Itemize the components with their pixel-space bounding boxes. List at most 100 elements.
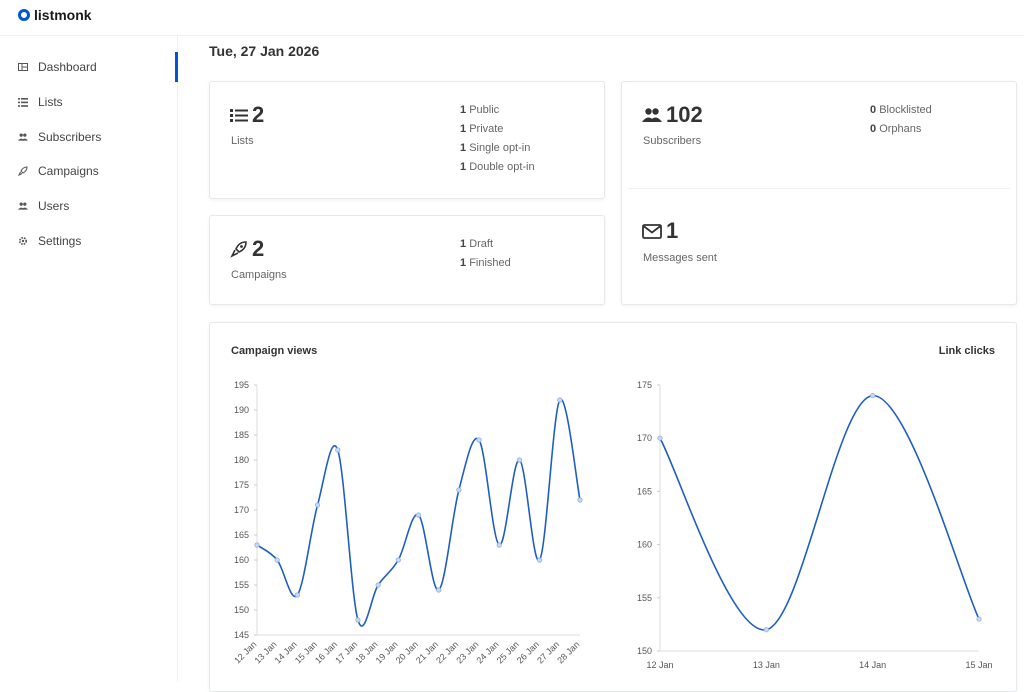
campaign-views-y-tick-label: 190 (234, 405, 249, 415)
campaign-views-y-tick-label: 155 (234, 580, 249, 590)
sidebar-item-campaigns[interactable]: Campaigns (0, 156, 178, 186)
campaign-views-data-point[interactable] (577, 497, 583, 503)
card-divider (628, 188, 1010, 189)
link-clicks-chart: 150 155 160 165 170 175 12 Jan 13 Jan 14 Jan 15 J… (637, 380, 993, 670)
campaign-views-data-point[interactable] (476, 437, 482, 443)
campaign-views-data-point[interactable] (294, 592, 300, 598)
campaign-views-data-point[interactable] (516, 457, 523, 463)
campaign-views-data-point[interactable] (355, 617, 361, 623)
top-bar: listmonk (0, 0, 1024, 36)
page-date: Tue, 27 Jan 2026 (209, 43, 320, 59)
link-clicks-data-point[interactable] (657, 435, 663, 441)
campaign-views-data-point[interactable] (395, 557, 401, 563)
campaign-views-data-point[interactable] (274, 557, 280, 563)
campaign-views-data-point[interactable] (557, 397, 563, 403)
campaigns-count-value: 2 (252, 236, 265, 261)
campaign-views-y-tick-label: 185 (234, 430, 249, 440)
campaigns-label: Campaigns (231, 269, 287, 281)
lists-breakdown-item: 1 Single opt-in (460, 142, 531, 154)
sidebar-item-lists[interactable]: Lists (0, 87, 178, 117)
subscribers-count: 102 (642, 102, 703, 128)
sidebar-item-label: Lists (38, 95, 63, 109)
lists-breakdown-item: 1 Double opt-in (460, 161, 535, 173)
campaign-views-y-tick-label: 160 (234, 555, 249, 565)
link-clicks-y-tick-label: 170 (637, 433, 652, 443)
logo-icon (18, 9, 30, 21)
campaign-views-x-tick-label: 28 Jan (555, 639, 581, 665)
link-clicks-x-tick-label: 13 Jan (753, 660, 780, 670)
sidebar-item-label: Settings (38, 234, 82, 248)
campaigns-breakdown-item: 1 Draft (460, 238, 494, 250)
charts-card: Campaign views Link clicks (209, 322, 1017, 692)
subscribers-label: Subscribers (643, 135, 702, 147)
app-name: listmonk (34, 7, 92, 23)
campaign-views-y-tick-label: 195 (234, 380, 249, 390)
list-icon (230, 108, 248, 122)
link-clicks-series-line (659, 394, 980, 631)
sidebar-item-label: Campaigns (38, 164, 99, 178)
link-clicks-x-tick-label: 15 Jan (965, 660, 992, 670)
campaign-views-data-point[interactable] (335, 447, 341, 453)
sidebar-item-users[interactable]: Users (0, 191, 178, 221)
campaign-views-data-point[interactable] (537, 557, 543, 563)
subscribers-count-value: 102 (666, 102, 703, 127)
lists-breakdown-item: 1 Public (460, 104, 500, 116)
campaign-views-data-point[interactable] (314, 502, 321, 508)
subscribers-breakdown-item: 0 Orphans (870, 123, 922, 135)
link-clicks-data-point[interactable] (870, 393, 876, 399)
sidebar-item-settings[interactable]: Settings (0, 226, 178, 256)
lists-card[interactable]: 2 Lists 1 Public 1 Private 1 Single opt-… (209, 81, 605, 199)
campaign-views-y-tick-label: 175 (234, 480, 249, 490)
mail-icon (642, 223, 662, 239)
messages-count-value: 1 (666, 218, 679, 243)
campaign-views-data-point[interactable] (375, 582, 381, 588)
subscribers-card[interactable]: 102 Subscribers 0 Blocklisted 0 Orphans … (621, 81, 1017, 305)
subscribers-breakdown: 0 Blocklisted 0 Orphans (870, 101, 932, 139)
campaign-views-data-point[interactable] (456, 487, 462, 493)
app-logo[interactable]: listmonk (18, 7, 92, 23)
campaign-views-data-point[interactable] (436, 587, 442, 593)
messages-label: Messages sent (643, 252, 717, 264)
sidebar-item-label: Dashboard (38, 60, 97, 74)
link-clicks-y-tick-label: 165 (637, 486, 652, 496)
lists-label: Lists (231, 135, 254, 147)
campaign-views-y-tick-label: 165 (234, 530, 249, 540)
sidebar: Dashboard Lists Subscribers Campaigns Us… (0, 36, 178, 681)
campaigns-breakdown: 1 Draft 1 Finished (460, 235, 511, 273)
rocket-icon (18, 166, 28, 176)
sidebar-item-label: Subscribers (38, 130, 102, 144)
users-icon (18, 132, 28, 142)
campaign-views-title: Campaign views (231, 345, 318, 357)
list-icon (18, 97, 28, 107)
link-clicks-title: Link clicks (938, 345, 995, 357)
subscribers-breakdown-item: 0 Blocklisted (870, 104, 932, 116)
link-clicks-x-tick-label: 14 Jan (859, 660, 886, 670)
campaign-views-data-point[interactable] (415, 512, 422, 518)
campaign-views-data-point[interactable] (496, 542, 502, 548)
link-clicks-data-point[interactable] (763, 627, 769, 633)
campaign-views-y-tick-label: 150 (234, 605, 249, 615)
sidebar-item-dashboard[interactable]: Dashboard (0, 52, 178, 82)
lists-count: 2 (230, 102, 264, 128)
gear-icon (18, 236, 28, 246)
lists-breakdown-item: 1 Private (460, 123, 504, 135)
campaign-views-y-tick-label: 170 (234, 505, 249, 515)
campaigns-breakdown-item: 1 Finished (460, 257, 511, 269)
link-clicks-x-tick-label: 12 Jan (646, 660, 673, 670)
campaign-views-y-tick-label: 145 (234, 630, 249, 640)
link-clicks-y-tick-label: 150 (637, 646, 652, 656)
dashboard-icon (18, 62, 28, 72)
campaigns-count: 2 (230, 236, 264, 262)
campaigns-card[interactable]: 2 Campaigns 1 Draft 1 Finished (209, 215, 605, 305)
rocket-icon (230, 241, 247, 258)
messages-count: 1 (642, 218, 678, 244)
link-clicks-data-point[interactable] (976, 616, 982, 622)
sidebar-item-subscribers[interactable]: Subscribers (0, 122, 178, 152)
lists-count-value: 2 (252, 102, 265, 127)
campaign-views-data-point[interactable] (254, 542, 260, 548)
users-icon (18, 201, 28, 211)
campaign-views-y-tick-label: 180 (234, 455, 249, 465)
sidebar-item-label: Users (38, 199, 70, 213)
lists-breakdown: 1 Public 1 Private 1 Single opt-in 1 Dou… (460, 101, 535, 177)
